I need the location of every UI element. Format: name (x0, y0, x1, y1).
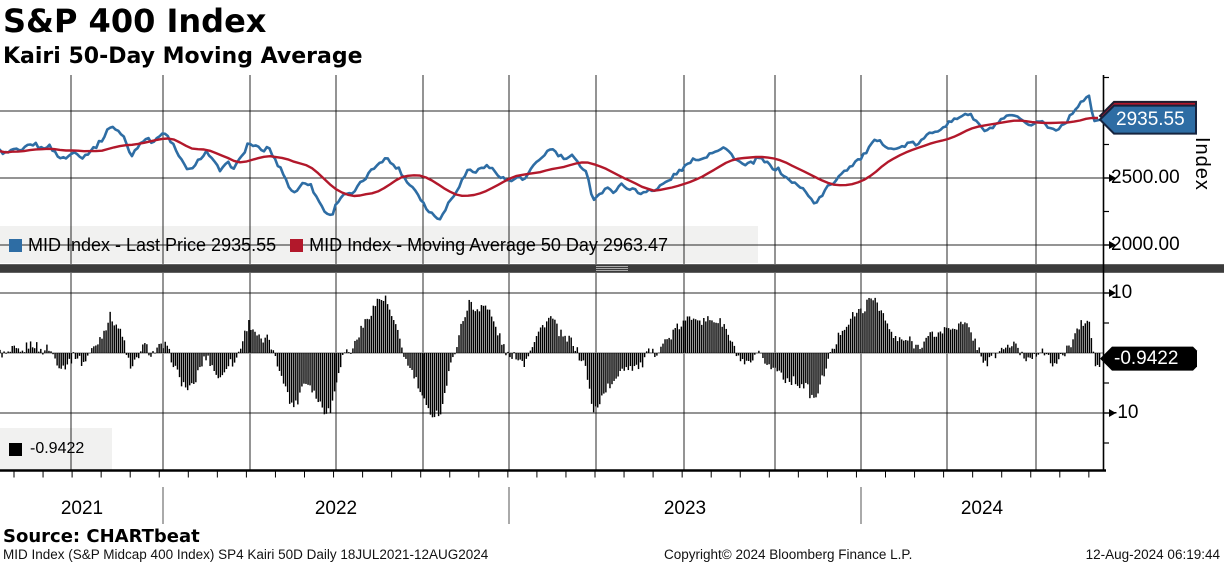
red-swatch-icon (290, 239, 304, 252)
page-subtitle: Kairi 50-Day Moving Average (3, 44, 363, 69)
blue-swatch-icon (9, 239, 22, 252)
y-tick-2000: 2000.00 (1111, 234, 1180, 255)
kairi-value-tag: -0.9422 (1114, 348, 1179, 369)
x-tick-2024: 2024 (960, 498, 1004, 519)
x-tick-2023: 2023 (663, 498, 707, 519)
black-swatch-icon (9, 442, 22, 456)
x-tick-2021: 2021 (60, 498, 104, 519)
legend-label-kairi: -0.9422 (30, 440, 85, 457)
status-bar-copyright: Copyright© 2024 Bloomberg Finance L.P. (664, 547, 913, 562)
panel-resize-handle[interactable] (596, 266, 628, 272)
legend-entry-last-price[interactable]: MID Index - Last Price 2935.55 (9, 235, 276, 256)
kairi-legend[interactable]: -0.9422 (0, 428, 112, 470)
page-title: S&P 400 Index (3, 2, 267, 40)
y-tick-minus10: -10 (1111, 402, 1139, 423)
source-label: Source: CHARTbeat (3, 526, 200, 547)
last-price-tag: 2935.55 (1116, 109, 1185, 130)
legend-label-last-price: MID Index - Last Price 2935.55 (28, 235, 277, 255)
legend-label-moving-average: MID Index - Moving Average 50 Day 2963.4… (309, 235, 668, 255)
y-axis-title: Index (1191, 137, 1213, 191)
y-tick-2500: 2500.00 (1111, 167, 1180, 188)
status-bar-timestamp: 12-Aug-2024 06:19:44 (1085, 547, 1220, 562)
status-bar-description: MID Index (S&P Midcap 400 Index) SP4 Kai… (3, 547, 489, 562)
x-tick-2022: 2022 (314, 498, 358, 519)
legend-entry-moving-average[interactable]: MID Index - Moving Average 50 Day 2963.4… (290, 235, 668, 256)
y-tick-plus10: 10 (1111, 282, 1133, 303)
price-legend: MID Index - Last Price 2935.55 MID Index… (0, 228, 758, 263)
